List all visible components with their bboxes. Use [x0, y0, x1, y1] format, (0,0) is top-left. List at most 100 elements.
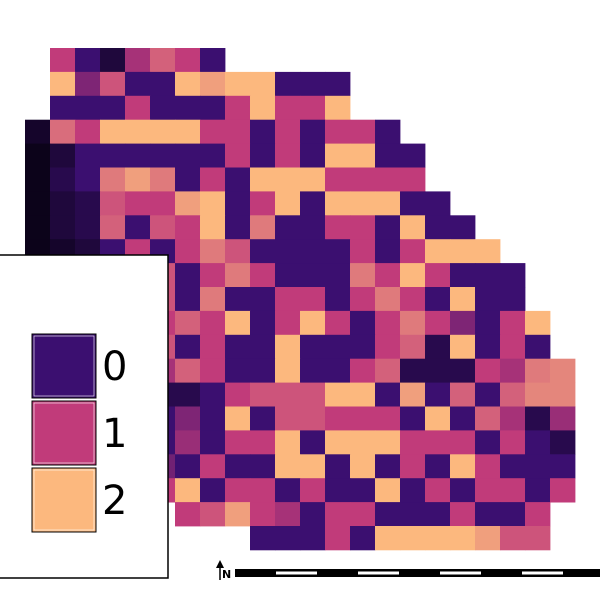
cell	[400, 310, 426, 336]
cell	[300, 526, 326, 551]
cell	[400, 526, 426, 551]
cell	[50, 191, 76, 216]
cell	[175, 406, 201, 431]
cell	[400, 334, 426, 360]
cell	[150, 95, 176, 121]
cell	[350, 430, 376, 455]
cell	[550, 382, 576, 407]
cell	[200, 167, 226, 192]
cell	[275, 95, 301, 121]
cell	[525, 382, 551, 407]
cell	[25, 167, 51, 192]
cell	[250, 119, 276, 144]
cell	[450, 382, 476, 407]
cell	[350, 526, 376, 551]
cell	[300, 478, 326, 503]
cell	[375, 191, 401, 216]
cell	[300, 191, 326, 216]
cell	[275, 143, 301, 168]
cell	[175, 310, 201, 336]
cell	[250, 358, 276, 383]
cell	[325, 119, 351, 144]
cell	[150, 191, 176, 216]
cell	[325, 95, 351, 121]
cell	[325, 239, 351, 264]
cell	[325, 382, 351, 407]
cell	[425, 239, 451, 264]
cell	[375, 239, 401, 264]
cell	[200, 119, 226, 144]
cell	[375, 430, 401, 455]
cell	[200, 263, 226, 288]
cell	[500, 382, 526, 407]
cell	[500, 478, 526, 503]
cell	[250, 382, 276, 407]
cell	[275, 239, 301, 264]
cell	[275, 430, 301, 455]
cell	[200, 71, 226, 97]
cell	[300, 143, 326, 168]
cell	[225, 215, 251, 240]
cell	[425, 478, 451, 503]
cell	[300, 406, 326, 431]
cell	[350, 334, 376, 360]
cell	[250, 334, 276, 360]
cell	[525, 310, 551, 336]
cell	[300, 287, 326, 312]
cell	[275, 263, 301, 288]
cell	[350, 382, 376, 407]
cell	[250, 454, 276, 479]
cell	[475, 430, 501, 455]
cell	[475, 454, 501, 479]
cell	[300, 239, 326, 264]
cell	[250, 143, 276, 168]
cell	[475, 502, 501, 527]
cell	[125, 143, 151, 168]
cell	[275, 334, 301, 360]
cell	[475, 526, 501, 551]
cell	[100, 191, 126, 216]
cell	[250, 263, 276, 288]
cell	[450, 263, 476, 288]
cell	[375, 526, 401, 551]
cell	[475, 478, 501, 503]
cell	[125, 167, 151, 192]
cell	[175, 167, 201, 192]
cell	[475, 263, 501, 288]
cell	[400, 358, 426, 383]
legend: 0 1 2	[31, 333, 127, 533]
cell	[250, 167, 276, 192]
cell	[550, 430, 576, 455]
cell	[25, 143, 51, 168]
cell	[325, 167, 351, 192]
cell	[550, 358, 576, 383]
cell	[500, 430, 526, 455]
cell	[175, 95, 201, 121]
cell	[200, 502, 226, 527]
cell	[375, 167, 401, 192]
cell	[75, 48, 101, 73]
legend-label: 2	[102, 478, 127, 524]
cell	[300, 358, 326, 383]
cell	[275, 502, 301, 527]
cell	[175, 71, 201, 97]
cell	[350, 478, 376, 503]
legend-swatch-inner-border	[33, 402, 95, 464]
cell	[525, 478, 551, 503]
cell	[175, 48, 201, 73]
cell	[175, 358, 201, 383]
cell	[225, 382, 251, 407]
legend-swatch	[31, 467, 97, 533]
arrow-head	[216, 560, 224, 568]
cell	[450, 310, 476, 336]
cell	[300, 502, 326, 527]
cell	[50, 71, 76, 97]
cell	[275, 526, 301, 551]
cell	[350, 502, 376, 527]
cell	[175, 239, 201, 264]
cell	[75, 95, 101, 121]
cell	[75, 215, 101, 240]
cell	[200, 478, 226, 503]
cell	[375, 502, 401, 527]
